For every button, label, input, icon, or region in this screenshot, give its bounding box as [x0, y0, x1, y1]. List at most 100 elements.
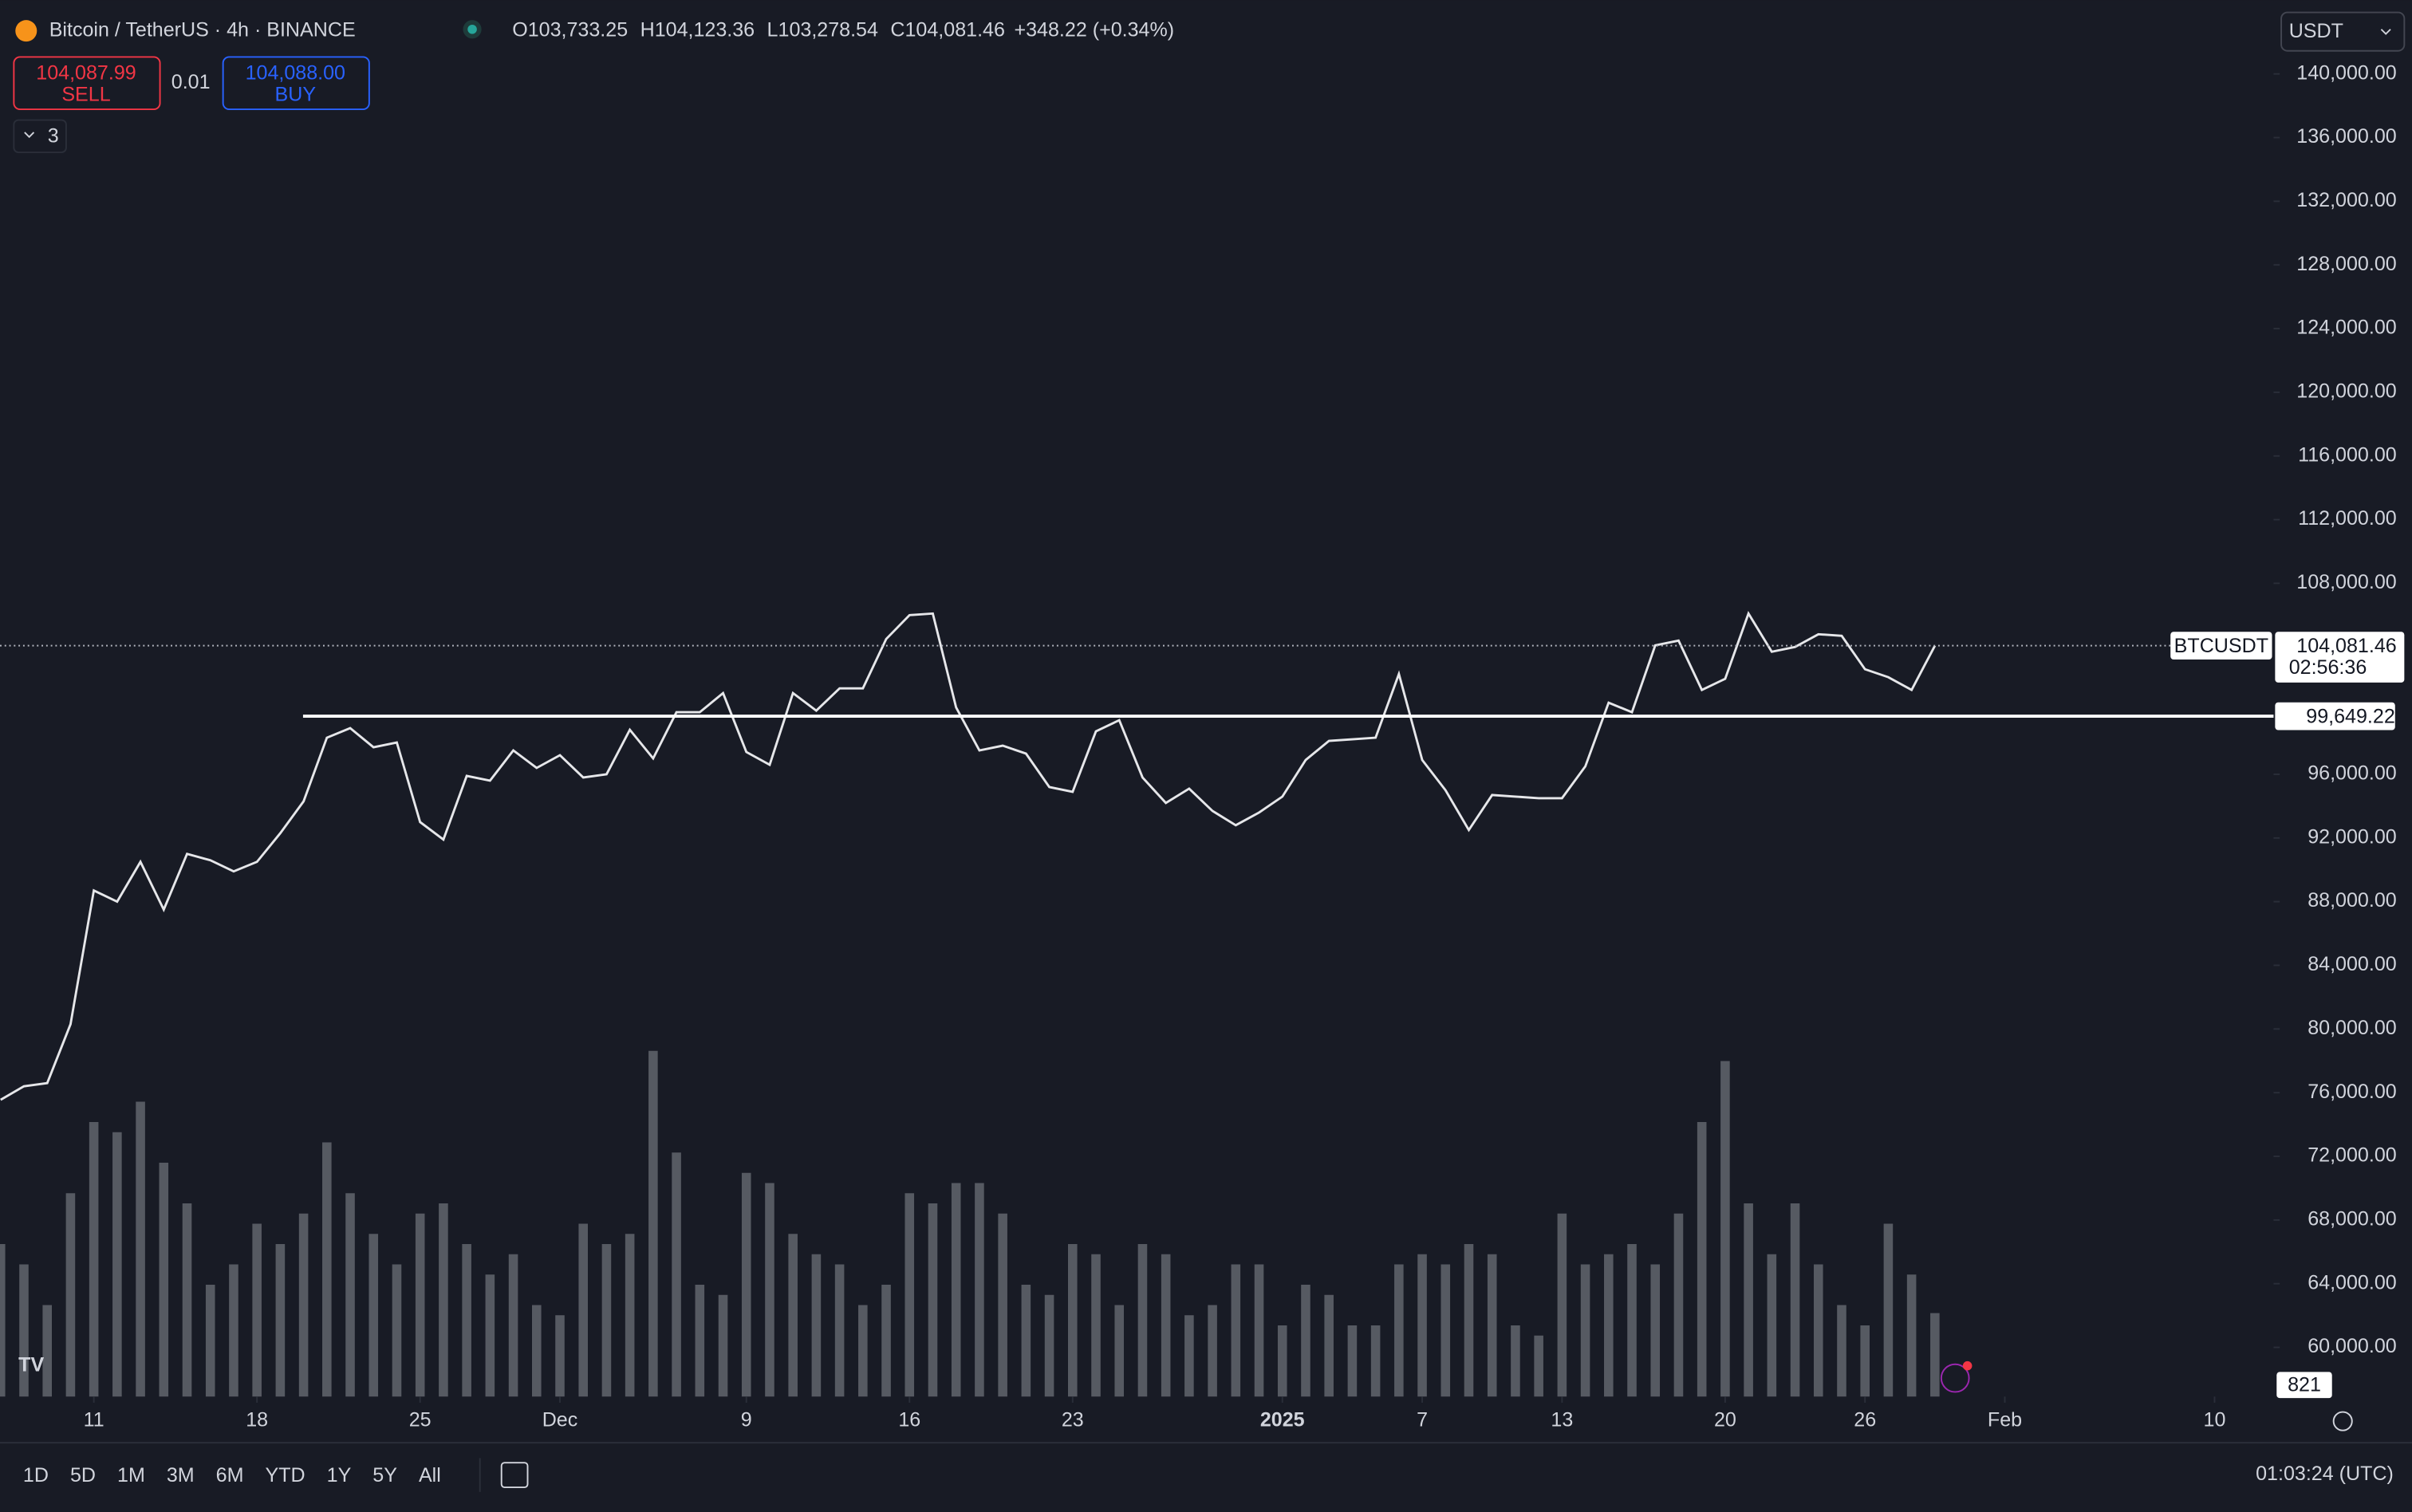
volume-bar: [1627, 1244, 1637, 1397]
status-dot: [467, 24, 477, 34]
y-tick-label: 68,000.00: [2308, 1207, 2397, 1230]
coin-icon: [15, 20, 37, 42]
y-tick-label: 84,000.00: [2308, 953, 2397, 975]
tv-logo: TV: [18, 1353, 44, 1376]
volume-label: 821: [2288, 1373, 2321, 1396]
indicators-toggle[interactable]: [13, 119, 67, 153]
volume-bar: [1137, 1244, 1148, 1397]
hline-label-box: [2275, 702, 2395, 730]
range-button[interactable]: 1Y: [327, 1464, 352, 1486]
currency[interactable]: USDT: [2289, 20, 2343, 42]
volume-bar: [555, 1315, 565, 1397]
sell-button[interactable]: [13, 56, 161, 110]
volume-bar: [1021, 1285, 1031, 1397]
sell-label[interactable]: SELL: [61, 83, 110, 105]
y-tick-label: 60,000.00: [2308, 1335, 2397, 1357]
volume-bar: [159, 1163, 169, 1397]
y-tick-label: 76,000.00: [2308, 1081, 2397, 1103]
x-tick-label: 23: [1062, 1409, 1084, 1431]
volume-bar: [1511, 1325, 1520, 1397]
buy-price[interactable]: 104,088.00: [246, 61, 345, 84]
range-button[interactable]: 3M: [167, 1464, 195, 1486]
volume-bar: [951, 1183, 961, 1397]
volume-bar: [741, 1172, 751, 1397]
volume-bar: [1883, 1223, 1894, 1397]
volume-bar: [89, 1122, 99, 1397]
x-tick-label: 2025: [1260, 1409, 1305, 1431]
volume-bar: [1604, 1254, 1614, 1397]
volume-bar: [1744, 1203, 1753, 1397]
volume-bar: [1720, 1061, 1730, 1397]
volume-bar: [1068, 1244, 1078, 1397]
volume-bar: [531, 1305, 542, 1397]
volume-bar: [858, 1305, 868, 1397]
volume-bar: [1161, 1254, 1171, 1397]
y-tick-label: 120,000.00: [2296, 380, 2396, 403]
volume-bar: [1813, 1264, 1823, 1397]
date-range-icon[interactable]: [500, 1462, 529, 1488]
range-button[interactable]: 1D: [23, 1464, 49, 1486]
chevron: [2380, 29, 2391, 35]
volume-bar: [1580, 1264, 1590, 1397]
plot: 60,000.00 64,000.00 68,000.00 72,000.00 76,0…: [0, 61, 2405, 1431]
y-tick-label: 64,000.00: [2308, 1271, 2397, 1293]
x-tick-label: 20: [1714, 1409, 1736, 1431]
volume-bar: [415, 1213, 425, 1397]
indicators-count[interactable]: 3: [48, 124, 59, 147]
volume-bar: [205, 1285, 215, 1397]
chevron: [24, 132, 35, 139]
volume-bar: [834, 1264, 845, 1397]
volume-bar: [298, 1213, 309, 1397]
range-button[interactable]: 6M: [216, 1464, 244, 1486]
volume-bar: [229, 1264, 238, 1397]
volume-bar: [788, 1234, 798, 1397]
y-tick-label: 116,000.00: [2298, 443, 2397, 466]
price-label: 104,081.46: [2296, 635, 2396, 657]
volume-bar: [1673, 1213, 1684, 1397]
y-tick-label: 124,000.00: [2296, 317, 2396, 339]
symbol-title: Bitcoin / TetherUS · 4h · BINANCE: [49, 18, 356, 41]
volume-bar: [368, 1234, 379, 1397]
volume-bar: [1930, 1313, 1940, 1397]
volume-bar: [1277, 1325, 1287, 1397]
range-button[interactable]: YTD: [266, 1464, 305, 1486]
volume-bar: [0, 1244, 6, 1397]
currency-select[interactable]: [2280, 11, 2406, 52]
x-tick-label: 9: [741, 1409, 752, 1431]
volume-bar: [1417, 1254, 1427, 1397]
range-button[interactable]: All: [419, 1464, 441, 1486]
volume-bar: [392, 1264, 402, 1397]
sell-price[interactable]: 104,087.99: [36, 61, 136, 84]
x-tick-label: Feb: [1988, 1409, 2022, 1431]
volume-bar: [718, 1294, 728, 1397]
volume-bar: [65, 1193, 76, 1397]
volume-bar: [1324, 1294, 1334, 1397]
volume-bar: [928, 1203, 938, 1397]
x-tick-label: 26: [1854, 1409, 1876, 1431]
volume-bar: [1301, 1285, 1310, 1397]
x-tick-label: 18: [246, 1409, 268, 1431]
ohlc-value: 104,081.46: [905, 18, 1004, 41]
range-button[interactable]: 5Y: [372, 1464, 397, 1486]
volume-bar: [1837, 1305, 1846, 1397]
range-button[interactable]: 1M: [117, 1464, 145, 1486]
volume-bar: [136, 1101, 145, 1397]
volume-bar: [275, 1244, 286, 1397]
x-tick-label: 13: [1551, 1409, 1573, 1431]
volume-bar: [975, 1183, 984, 1397]
settings-icon[interactable]: [2332, 1411, 2353, 1431]
volume-bar: [1906, 1274, 1917, 1397]
alert-icon[interactable]: [1940, 1363, 1970, 1393]
buy-label[interactable]: BUY: [275, 83, 317, 105]
volume-bar: [905, 1193, 915, 1397]
x-tick-label: Dec: [542, 1409, 578, 1431]
volume-bar: [1347, 1325, 1358, 1397]
y-tick-label: 112,000.00: [2298, 507, 2397, 530]
volume-bar: [1114, 1305, 1125, 1397]
buy-button[interactable]: [222, 56, 370, 110]
volume-bar: [1650, 1264, 1661, 1397]
volume-bar: [439, 1203, 448, 1397]
volume-bar: [1697, 1122, 1707, 1397]
range-button[interactable]: 5D: [70, 1464, 96, 1486]
